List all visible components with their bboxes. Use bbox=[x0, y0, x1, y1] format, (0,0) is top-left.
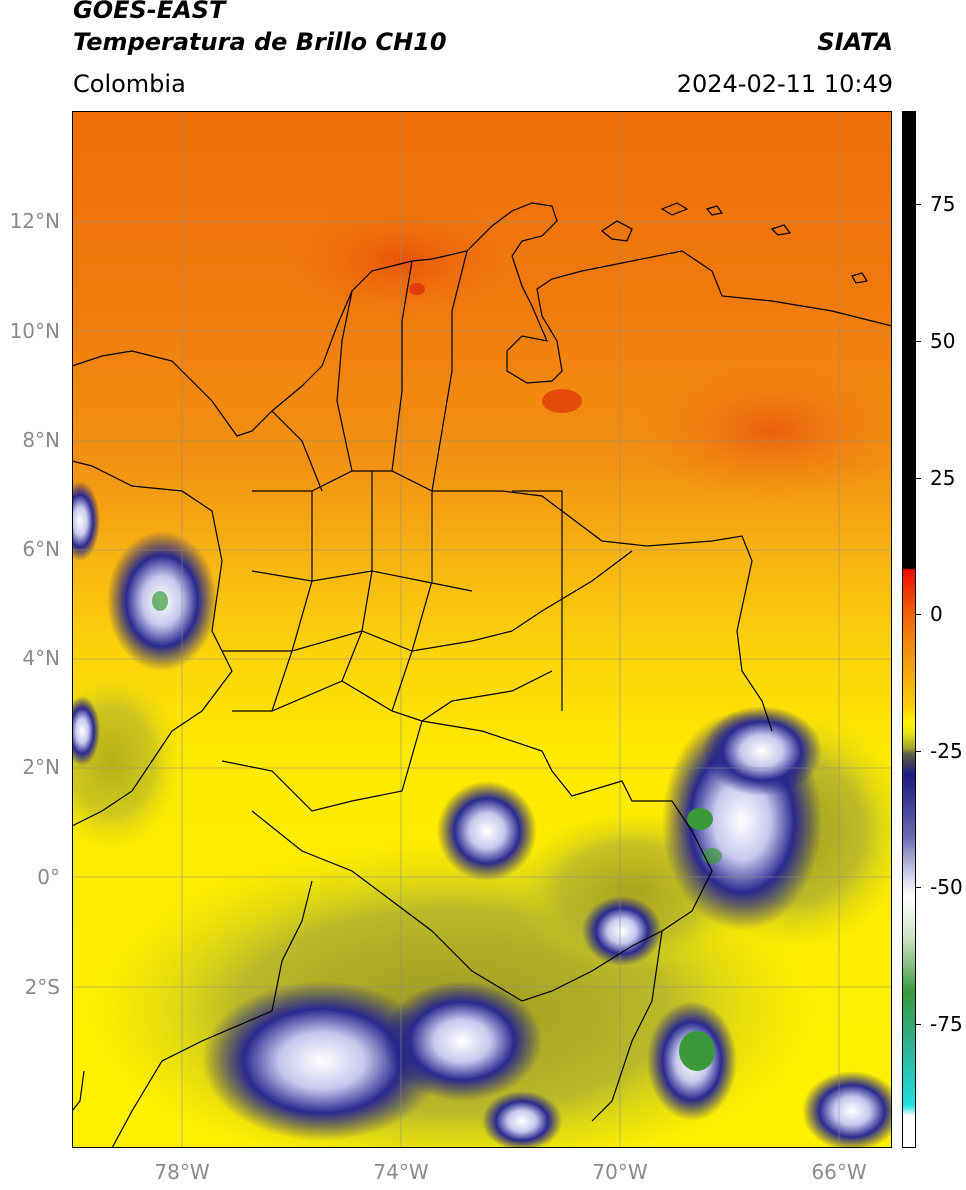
colorbar-tick bbox=[915, 614, 921, 615]
datetime-label: 2024-02-11 10:49 bbox=[676, 70, 893, 98]
colorbar-tick bbox=[915, 1024, 921, 1025]
colorbar bbox=[902, 111, 916, 1148]
colorbar-label: -25 bbox=[930, 739, 963, 763]
agency-label: SIATA bbox=[817, 28, 893, 56]
lon-label: 70°W bbox=[592, 1160, 648, 1184]
colorbar-label: 50 bbox=[930, 329, 956, 353]
colorbar-label: -50 bbox=[930, 875, 963, 899]
lat-label: 8°N bbox=[22, 428, 60, 452]
lon-label: 74°W bbox=[373, 1160, 429, 1184]
colorbar-label: 0 bbox=[930, 602, 943, 626]
lon-label: 78°W bbox=[154, 1160, 210, 1184]
colorbar-tick bbox=[915, 478, 921, 479]
lat-label: 12°N bbox=[9, 209, 60, 233]
lat-label: 0° bbox=[37, 865, 60, 889]
lat-label: 4°N bbox=[22, 646, 60, 670]
product-title: Temperatura de Brillo CH10 bbox=[73, 28, 447, 56]
lat-label: 10°N bbox=[9, 319, 60, 343]
colorbar-label: 25 bbox=[930, 466, 956, 490]
lon-label: 66°W bbox=[811, 1160, 867, 1184]
satellite-title: GOES-EAST bbox=[73, 0, 226, 24]
colorbar-tick bbox=[915, 204, 921, 205]
colorbar-tick bbox=[915, 341, 921, 342]
colorbar-tick bbox=[915, 887, 921, 888]
region-label: Colombia bbox=[73, 70, 186, 98]
satellite-map[interactable] bbox=[72, 111, 892, 1148]
colorbar-tick bbox=[915, 751, 921, 752]
colorbar-scale bbox=[903, 112, 915, 1147]
lat-label: 6°N bbox=[22, 537, 60, 561]
lat-label: 2°S bbox=[24, 975, 60, 999]
lat-label: 2°N bbox=[22, 755, 60, 779]
colorbar-label: -75 bbox=[930, 1012, 963, 1036]
map-canvas bbox=[72, 111, 892, 1148]
colorbar-label: 75 bbox=[930, 192, 956, 216]
